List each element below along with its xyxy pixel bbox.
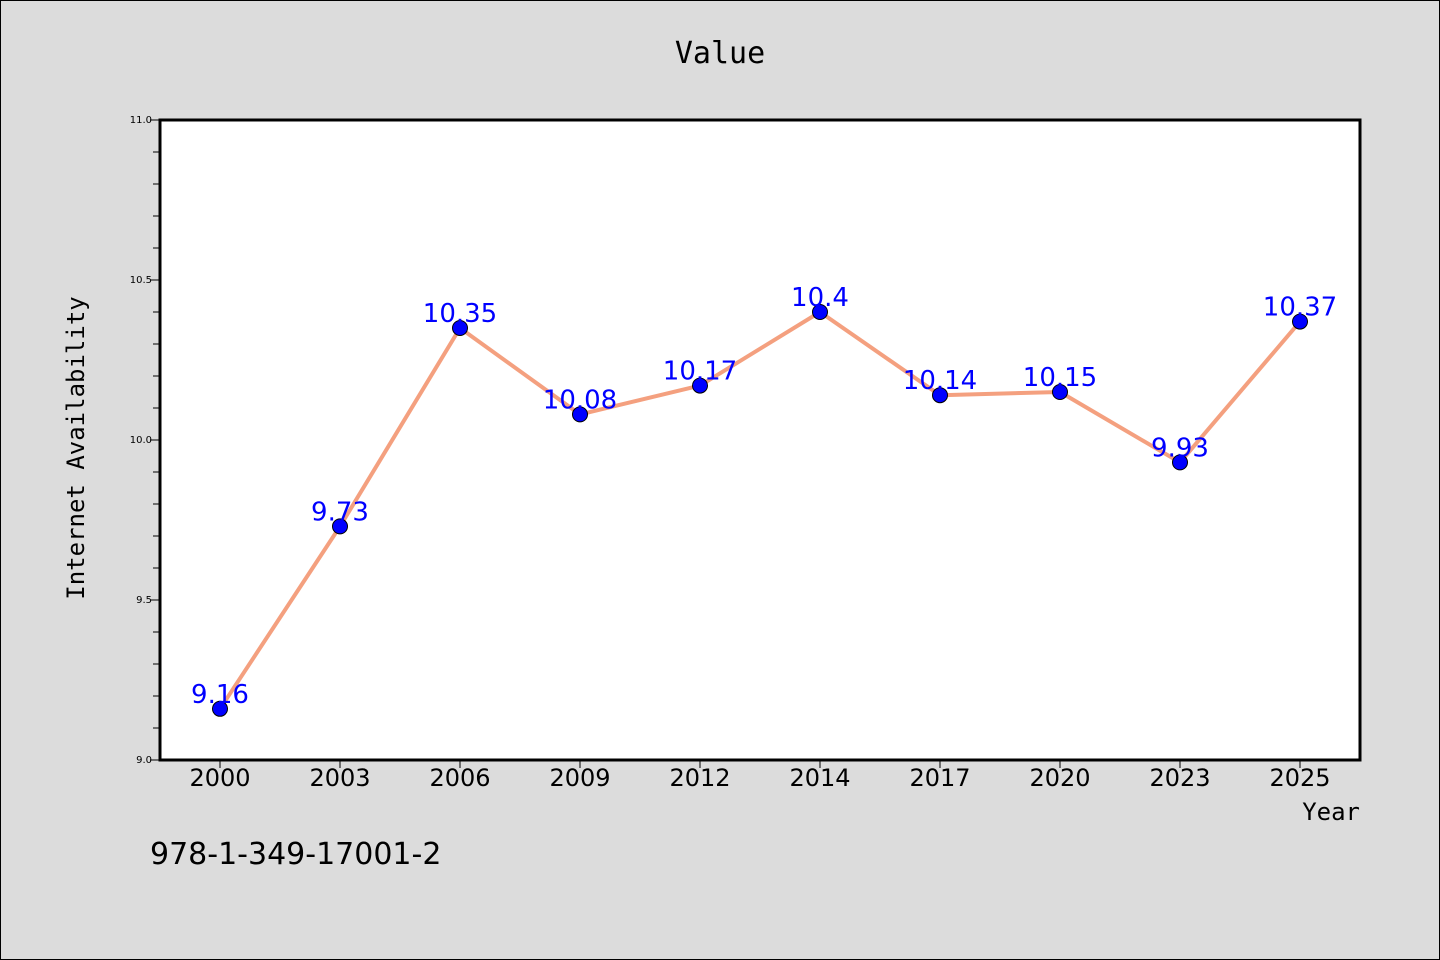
data-markers xyxy=(212,304,1308,717)
y-tick-label: 10.0 xyxy=(130,435,152,446)
x-tick-label: 2020 xyxy=(1029,764,1090,792)
y-tick-label: 9.0 xyxy=(136,755,152,766)
data-label: 10.35 xyxy=(423,299,497,329)
y-tick-label: 9.5 xyxy=(136,595,152,606)
x-tick-label: 2000 xyxy=(189,764,250,792)
data-point-marker xyxy=(1172,454,1188,471)
x-tick-label: 2006 xyxy=(429,764,490,792)
series-line xyxy=(218,310,1302,711)
data-label: 10.14 xyxy=(903,366,977,396)
data-point-marker xyxy=(332,518,348,535)
y-axis-ticks: 9.0 9.5 10.0 10.5 11.0 xyxy=(130,115,160,766)
data-label: 10.08 xyxy=(543,385,617,415)
x-tick-label: 2023 xyxy=(1149,764,1210,792)
x-tick-label: 2025 xyxy=(1269,764,1330,792)
x-axis-ticks: 2000 2003 2006 2009 2012 2014 2017 2020 2023 2025 xyxy=(189,760,1331,792)
chart-title: Value xyxy=(675,36,765,71)
data-label: 9.93 xyxy=(1151,433,1209,463)
x-tick-label: 2009 xyxy=(549,764,610,792)
x-tick-label: 2014 xyxy=(789,764,850,792)
y-tick-label: 11.0 xyxy=(130,115,152,126)
x-axis-label: Year xyxy=(1302,798,1360,826)
x-tick-label: 2017 xyxy=(909,764,970,792)
data-point-marker xyxy=(212,700,228,717)
plot-border xyxy=(158,118,1362,762)
data-point-marker xyxy=(932,387,948,404)
data-label: 10.4 xyxy=(791,283,849,313)
data-label: 10.15 xyxy=(1023,363,1097,393)
data-point-marker xyxy=(1052,384,1068,400)
data-point-marker xyxy=(572,406,588,423)
data-labels: 9.16 9.73 10.35 10.08 10.17 10.4 10.14 10.15 9.9… xyxy=(191,283,1337,710)
x-tick-label: 2003 xyxy=(309,764,370,792)
y-axis-label: Internet Availability xyxy=(62,296,90,599)
plot-area xyxy=(160,120,1360,760)
data-point-marker xyxy=(812,304,828,320)
footnote-isbn: 978-1-349-17001-2 xyxy=(150,837,441,872)
data-label: 10.37 xyxy=(1263,293,1337,323)
data-point-marker xyxy=(1292,313,1308,330)
data-label: 9.73 xyxy=(311,497,369,527)
y-tick-label: 10.5 xyxy=(130,275,152,286)
data-point-marker xyxy=(452,320,468,336)
x-tick-label: 2012 xyxy=(669,764,730,792)
data-label: 9.16 xyxy=(191,680,249,710)
data-label: 10.17 xyxy=(663,357,737,387)
data-point-marker xyxy=(692,377,708,394)
